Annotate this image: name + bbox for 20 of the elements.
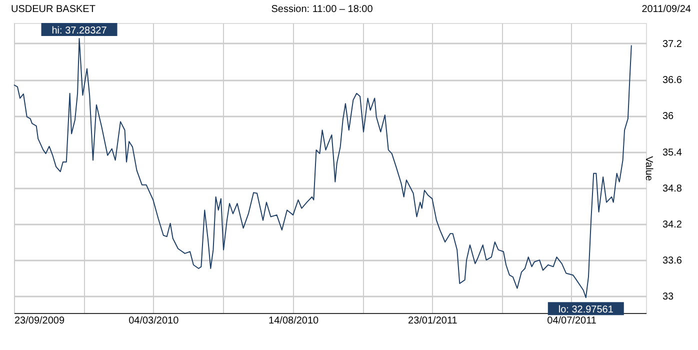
x-tick-label: 14/08/2010 [268, 316, 320, 326]
x-tick-label: 23/09/2009 [14, 316, 65, 326]
y-tick-label: 35.4 [662, 147, 682, 158]
y-tick-label: 36.6 [662, 75, 682, 86]
y-tick-label: 33 [662, 292, 674, 303]
text: 2011/09/24 [642, 4, 692, 15]
chart-title: USDEUR BASKET [11, 4, 96, 15]
x-tick-label: 04/07/2011 [547, 316, 597, 326]
x-tick-label: 23/01/2011 [408, 316, 458, 326]
y-axis-title: Value [642, 156, 654, 182]
y-tick-label: 34.8 [662, 183, 682, 194]
y-tick-label: 37.2 [662, 38, 682, 50]
x-tick-label: 04/03/2010 [128, 316, 180, 326]
chart-subtitle: Session: 11:00 – 18:00 [271, 4, 374, 15]
annotation: lo: 32.97561 [558, 304, 614, 316]
y-tick-label: 34.2 [662, 219, 682, 230]
y-tick-label: 33.6 [662, 256, 682, 267]
line-series [14, 38, 632, 298]
annotation: hi: 37.28327 [52, 25, 108, 36]
y-tick-label: 36 [662, 111, 674, 122]
